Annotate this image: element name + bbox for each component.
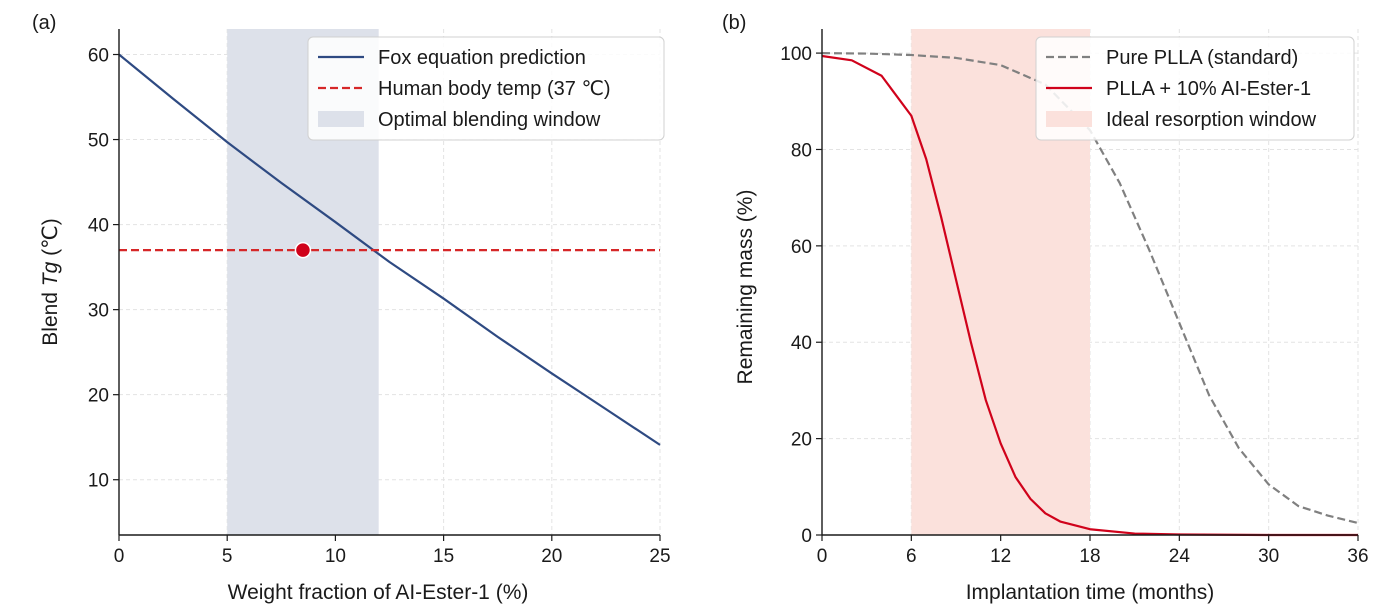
panel-a-y-tick-label-0: 10 (88, 471, 109, 492)
panel-b-x-tick-label-1: 6 (906, 546, 917, 567)
panel-a-x-tick-label-3: 15 (433, 546, 454, 567)
panel-b-y-tick-label-3: 60 (791, 237, 812, 258)
panel-a-y-label-symbol: Tg (39, 261, 62, 286)
panel-b-y-axis-label: Remaining mass (%) (734, 190, 757, 385)
panel-a-legend-box (307, 36, 665, 141)
panel-b-x-tick-label-6: 36 (1347, 546, 1368, 567)
panel-b-y-tick-label-1: 20 (791, 430, 812, 451)
panel-a-y-tick-label-3: 40 (88, 216, 109, 237)
panel-b-x-tick-label-5: 30 (1258, 546, 1279, 567)
panel-b-x-tick-label-3: 18 (1079, 546, 1100, 567)
panel-a-label: (a) (32, 12, 56, 34)
panel-b-y-tick-label-0: 0 (801, 526, 812, 547)
panel-b-x-tick-label-4: 24 (1169, 546, 1191, 567)
panel-b-label: (b) (722, 12, 746, 34)
panel-a-y-tick-label-1: 20 (88, 386, 109, 407)
panel-a-x-tick-label-0: 0 (114, 546, 125, 567)
panel-a-y-label-prefix: Blend (39, 286, 62, 346)
panel-a-y-axis-label: Blend Tg (℃) (39, 218, 62, 345)
panel-b-legend-label-2: Ideal resorption window (1106, 109, 1317, 131)
panel-a-legend: Fox equation prediction Human body temp (… (307, 36, 665, 141)
panel-b-y-tick-label-4: 80 (791, 140, 812, 161)
panel-a-ticks: 0 5 10 15 20 25 10 20 30 40 50 60 (88, 46, 671, 567)
panel-a-x-tick-label-4: 20 (541, 546, 562, 567)
panel-b-x-axis-label: Implantation time (months) (966, 581, 1215, 604)
panel-b: (b) 0 6 12 18 24 30 36 0 20 40 60 80 100 Implantatio… (722, 12, 1369, 604)
panel-b-legend-label-1: PLLA + 10% AI-Ester-1 (1106, 78, 1311, 100)
panel-a-x-tick-label-1: 5 (222, 546, 233, 567)
panel-b-legend-swatch-2 (1046, 111, 1092, 127)
panel-b-y-tick-label-2: 40 (791, 333, 812, 354)
panel-a-series-layer (118, 53, 661, 446)
panel-b-ticks: 0 6 12 18 24 30 36 0 20 40 60 80 100 (780, 44, 1368, 567)
panel-a-legend-swatch-2 (318, 111, 364, 127)
panel-a-y-tick-label-2: 30 (88, 301, 109, 322)
panel-b-series-layer (821, 52, 1359, 537)
panel-a: (a) 0 5 10 15 20 25 10 20 30 40 50 60 Weight fracti… (32, 12, 671, 604)
panel-b-series-line-0 (821, 52, 1359, 525)
panel-b-legend-box (1035, 36, 1355, 141)
panel-a-legend-label-2: Optimal blending window (378, 109, 601, 131)
panel-b-y-tick-label-5: 100 (780, 44, 812, 65)
panel-a-x-axis-label: Weight fraction of AI-Ester-1 (%) (228, 581, 529, 604)
panel-b-legend-label-0: Pure PLLA (standard) (1106, 47, 1298, 69)
panel-a-y-tick-label-4: 50 (88, 131, 109, 152)
panel-b-x-tick-label-2: 12 (990, 546, 1011, 567)
panel-a-y-tick-label-5: 60 (88, 46, 109, 67)
panel-b-series-line-1 (821, 54, 1358, 537)
panel-b-legend: Pure PLLA (standard) PLLA + 10% AI-Ester-… (1035, 36, 1355, 141)
panel-a-intersection-marker (294, 241, 312, 259)
panel-a-y-label-suffix: (℃) (39, 218, 62, 261)
panel-a-series-line-0 (118, 53, 661, 446)
panel-a-axes (118, 29, 660, 536)
panel-a-x-tick-label-2: 10 (325, 546, 346, 567)
panel-b-x-tick-label-0: 0 (817, 546, 828, 567)
panel-a-legend-label-1: Human body temp (37 ℃) (378, 78, 611, 100)
panel-a-x-tick-label-5: 25 (649, 546, 670, 567)
panel-a-legend-label-0: Fox equation prediction (378, 47, 586, 69)
